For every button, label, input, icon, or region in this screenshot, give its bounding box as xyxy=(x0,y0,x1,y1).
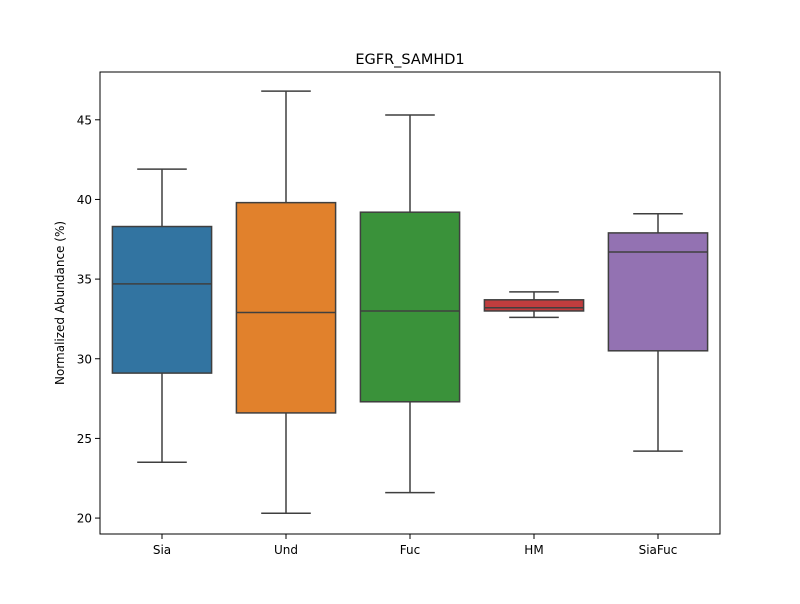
x-tick-label: HM xyxy=(524,543,543,557)
y-axis: 20 25 30 35 40 45 xyxy=(77,113,100,526)
box-und xyxy=(235,90,337,515)
iqr-box xyxy=(235,201,337,414)
boxes-layer xyxy=(111,90,709,515)
y-tick-label: 25 xyxy=(77,432,92,446)
x-tick-label: Und xyxy=(274,543,298,557)
iqr-box xyxy=(483,299,585,312)
iqr-box xyxy=(111,225,213,374)
x-axis: Sia Und Fuc HM SiaFuc xyxy=(153,534,678,557)
iqr-box xyxy=(607,232,709,352)
y-tick-label: 30 xyxy=(77,352,92,366)
box-hm xyxy=(483,291,585,319)
y-tick-label: 45 xyxy=(77,113,92,127)
chart-title: EGFR_SAMHD1 xyxy=(355,52,464,68)
x-tick-label: SiaFuc xyxy=(639,543,678,557)
x-tick-label: Fuc xyxy=(400,543,420,557)
y-tick-label: 20 xyxy=(77,512,92,526)
box-fuc xyxy=(359,114,461,494)
y-axis-label: Normalized Abundance (%) xyxy=(53,221,67,385)
y-tick-label: 40 xyxy=(77,193,92,207)
y-tick-label: 35 xyxy=(77,273,92,287)
box-sia xyxy=(111,168,213,464)
x-tick-label: Sia xyxy=(153,543,171,557)
box-siafuc xyxy=(607,213,709,452)
plot-frame xyxy=(99,71,721,535)
iqr-box xyxy=(359,211,461,403)
